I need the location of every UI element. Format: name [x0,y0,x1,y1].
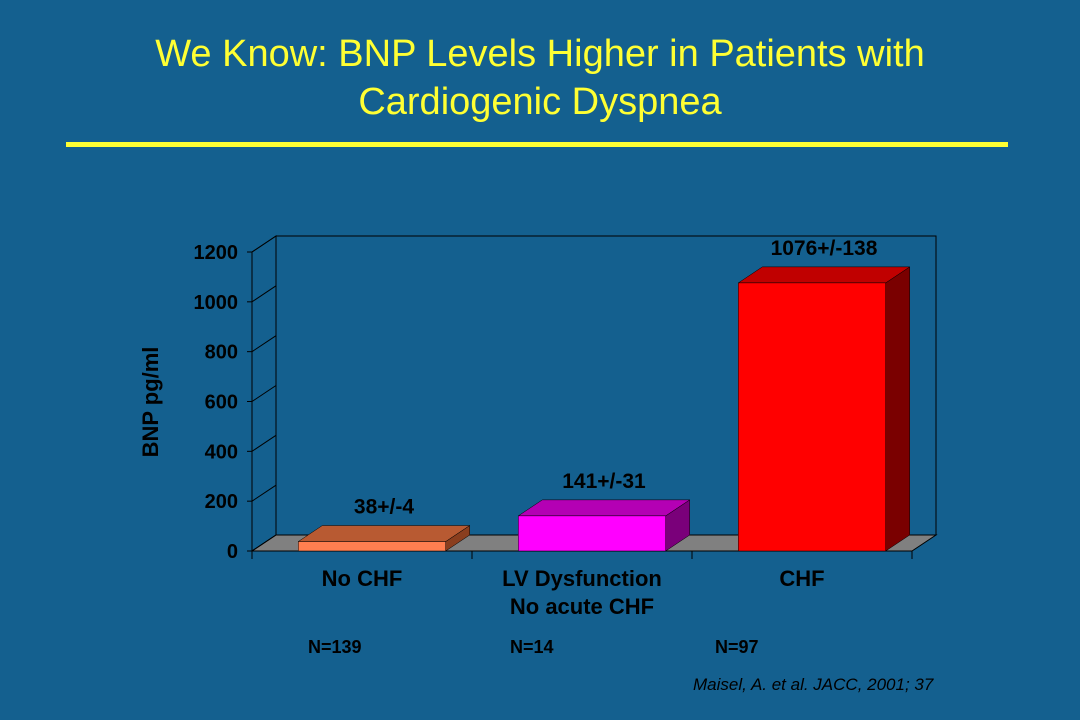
y-tick-label-6: 1200 [194,242,239,264]
y-tick-label-4: 800 [205,342,238,364]
y-tick-label-5: 1000 [194,292,239,314]
y-tick-label-1: 200 [205,491,238,513]
y-tick-depth-4 [251,335,277,353]
x-category-label-2-0: CHF [779,566,824,591]
y-tick-depth-1 [251,484,277,502]
x-category-label-1-1: No acute CHF [510,594,654,619]
x-category-label-0-0: No CHF [322,566,403,591]
data-label-1: 141+/-31 [562,470,646,493]
bar-top-2 [737,266,911,284]
y-axis-title: BNP pg/ml [138,347,163,458]
data-label-0: 38+/-4 [354,496,414,519]
sample-size-chf: N=97 [715,637,759,657]
y-tick-label-2: 400 [205,441,238,463]
bar-side-2 [885,266,910,552]
title-underline [66,142,1008,147]
citation: Maisel, A. et al. JACC, 2001; 37 [693,675,934,694]
slide-title-line-2: Cardiogenic Dyspnea [358,81,722,123]
y-tick-depth-2 [251,434,277,452]
bar-top-0 [297,525,471,542]
slide-title-line-1: We Know: BNP Levels Higher in Patients w… [155,33,925,75]
bar-2 [738,282,886,552]
bar-0 [298,541,446,552]
y-tick-depth-0 [251,534,277,552]
x-category-label-1-0: LV Dysfunction [502,566,662,591]
slide-title: We Know: BNP Levels Higher in Patients w… [0,30,1080,126]
y-tick-depth-6 [251,235,277,253]
y-tick-label-3: 600 [205,392,238,414]
bar-top-1 [517,499,691,517]
data-label-2: 1076+/-138 [771,237,878,260]
sample-size-lv-dysfunction: N=14 [510,637,554,657]
y-tick-label-0: 0 [227,541,238,563]
bar-1 [518,515,666,552]
y-tick-depth-5 [251,285,277,303]
y-tick-depth-3 [251,385,277,402]
sample-size-no-chf: N=139 [308,637,362,657]
